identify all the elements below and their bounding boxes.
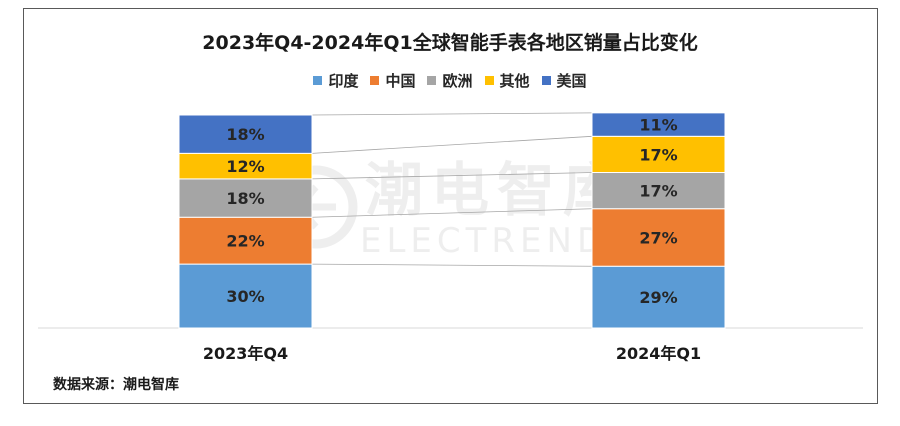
data-label: 12% [226, 157, 264, 176]
source-note: 数据来源：潮电智库 [53, 377, 179, 393]
legend-swatch [484, 76, 494, 85]
legend-item: 印度 [313, 70, 358, 91]
data-label: 22% [226, 232, 264, 251]
legend-item: 其他 [484, 70, 530, 91]
legend-label: 中国 [385, 72, 416, 90]
x-tick-label: 2024年Q1 [616, 344, 701, 363]
data-label: 17% [639, 145, 677, 164]
bar-segment [591, 265, 726, 329]
data-label: 18% [226, 189, 264, 208]
legend-swatch [370, 76, 380, 85]
legend-swatch [427, 76, 437, 85]
data-label: 29% [639, 288, 677, 307]
legend-item: 欧洲 [427, 70, 473, 91]
legend-swatch [313, 76, 323, 85]
bar-segment [178, 263, 313, 329]
bar-segment [591, 172, 726, 210]
series-line [311, 172, 593, 180]
bar-segment [591, 135, 726, 174]
legend-swatch [541, 76, 551, 85]
chart-title: 2023年Q4-2024年Q1全球智能手表各地区销量占比变化 [202, 32, 698, 54]
series-line [311, 112, 593, 116]
bar-segment [178, 114, 313, 154]
bar-segment [591, 208, 726, 267]
x-tick-label: 2023年Q4 [203, 344, 288, 363]
chart-frame [23, 8, 878, 404]
data-label: 17% [639, 182, 677, 201]
bar-segment [591, 112, 726, 137]
watermark-cn-text: 潮电智库 [365, 156, 629, 224]
data-label: 30% [226, 287, 264, 306]
data-label: 11% [639, 116, 677, 135]
data-label: 18% [226, 125, 264, 144]
chart-legend: 印度 中国 欧洲 其他 美国 [0, 70, 900, 91]
series-line [311, 135, 593, 154]
series-line [311, 208, 593, 218]
legend-item: 美国 [541, 70, 587, 91]
legend-label: 印度 [328, 72, 359, 90]
data-label: 27% [639, 228, 677, 247]
legend-item: 中国 [370, 70, 415, 91]
legend-label: 美国 [556, 72, 587, 90]
legend-label: 其他 [499, 72, 530, 90]
legend-label: 欧洲 [442, 72, 473, 90]
series-line [311, 263, 593, 267]
